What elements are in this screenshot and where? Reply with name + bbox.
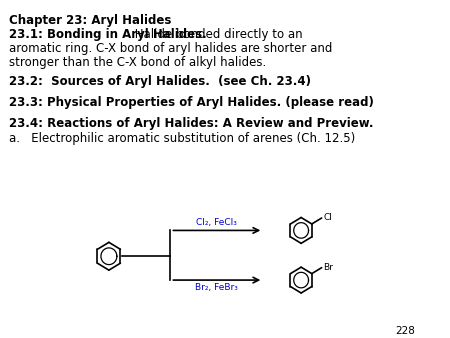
- Text: 23.1: Bonding in Aryl Halides.: 23.1: Bonding in Aryl Halides.: [9, 28, 207, 41]
- Text: Chapter 23: Aryl Halides: Chapter 23: Aryl Halides: [9, 14, 172, 27]
- Text: a.   Electrophilic aromatic substitution of arenes (Ch. 12.5): a. Electrophilic aromatic substitution o…: [9, 132, 356, 145]
- Text: Cl₂, FeCl₃: Cl₂, FeCl₃: [196, 218, 237, 227]
- Text: Halide bonded directly to an: Halide bonded directly to an: [130, 28, 302, 41]
- Text: 228: 228: [395, 326, 415, 336]
- Text: 23.4: Reactions of Aryl Halides: A Review and Preview.: 23.4: Reactions of Aryl Halides: A Revie…: [9, 117, 374, 130]
- Text: Cl: Cl: [323, 213, 332, 222]
- Text: Br: Br: [323, 263, 333, 272]
- Text: aromatic ring. C-X bond of aryl halides are shorter and: aromatic ring. C-X bond of aryl halides …: [9, 42, 333, 55]
- Text: Br₂, FeBr₃: Br₂, FeBr₃: [195, 283, 239, 292]
- Text: stronger than the C-X bond of alkyl halides.: stronger than the C-X bond of alkyl hali…: [9, 56, 267, 69]
- Text: 23.3: Physical Properties of Aryl Halides. (please read): 23.3: Physical Properties of Aryl Halide…: [9, 96, 374, 109]
- Text: 23.2:  Sources of Aryl Halides.  (see Ch. 23.4): 23.2: Sources of Aryl Halides. (see Ch. …: [9, 75, 311, 89]
